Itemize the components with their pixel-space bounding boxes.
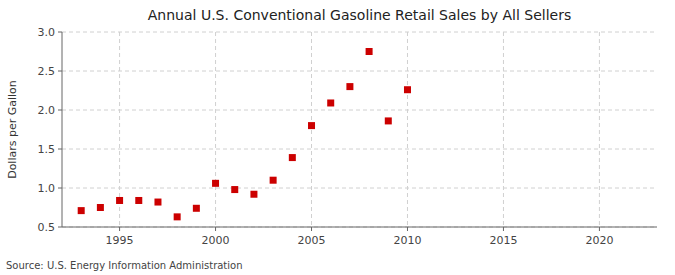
tick — [58, 149, 62, 150]
tick-label: 1.5 — [38, 143, 56, 156]
point — [212, 180, 219, 187]
tick — [503, 227, 504, 231]
grid-line — [62, 188, 657, 189]
tick — [58, 188, 62, 189]
background — [0, 0, 675, 275]
tick-label: 2.5 — [38, 65, 56, 78]
tick — [599, 227, 600, 231]
grid-line — [62, 32, 657, 33]
grid-line — [599, 32, 600, 227]
annotation: Source: U.S. Energy Information Administ… — [6, 260, 243, 271]
tick — [58, 110, 62, 111]
tick-label: 0.5 — [38, 221, 56, 234]
y-label: Dollars per Gallon — [6, 80, 19, 179]
chart: Annual U.S. Conventional Gasoline Retail… — [0, 0, 675, 275]
point — [366, 48, 373, 55]
x-axis: 1995 2000 2005 2010 2015 2020 — [106, 32, 614, 247]
grid-line — [62, 71, 657, 72]
grid-line — [62, 149, 657, 150]
tick-label: 1995 — [106, 234, 134, 247]
tick-label: 2015 — [489, 234, 517, 247]
grid-line — [503, 32, 504, 227]
tick — [311, 227, 312, 231]
tick-label: 3.0 — [38, 26, 56, 39]
y-axis-line — [62, 32, 63, 227]
tick — [58, 32, 62, 33]
y-axis: 0.5 1.0 1.5 2.0 2.5 3.0 — [38, 26, 658, 234]
x-axis-line — [62, 227, 657, 228]
grid-line — [62, 227, 657, 228]
point — [174, 213, 181, 220]
point — [327, 99, 334, 106]
point — [289, 154, 296, 161]
tick — [407, 227, 408, 231]
tick-label: 1.0 — [38, 182, 56, 195]
points — [78, 48, 411, 220]
point — [154, 199, 161, 206]
tick — [58, 227, 62, 228]
point — [116, 197, 123, 204]
point — [308, 122, 315, 129]
point — [385, 117, 392, 124]
point — [250, 191, 257, 198]
title: Annual U.S. Conventional Gasoline Retail… — [148, 7, 571, 23]
tick-label: 2.0 — [38, 104, 56, 117]
point — [135, 197, 142, 204]
point — [404, 86, 411, 93]
tick-label: 2020 — [585, 234, 613, 247]
grid-line — [62, 110, 657, 111]
tick-label: 2010 — [393, 234, 421, 247]
point — [270, 177, 277, 184]
tick — [215, 227, 216, 231]
point — [231, 186, 238, 193]
point — [78, 207, 85, 214]
point — [346, 83, 353, 90]
tick — [119, 227, 120, 231]
tick-label: 2000 — [202, 234, 230, 247]
point — [97, 204, 104, 211]
tick-label: 2005 — [298, 234, 326, 247]
grid-line — [215, 32, 216, 227]
point — [193, 205, 200, 212]
grid-line — [311, 32, 312, 227]
tick — [58, 71, 62, 72]
grid-line — [407, 32, 408, 227]
